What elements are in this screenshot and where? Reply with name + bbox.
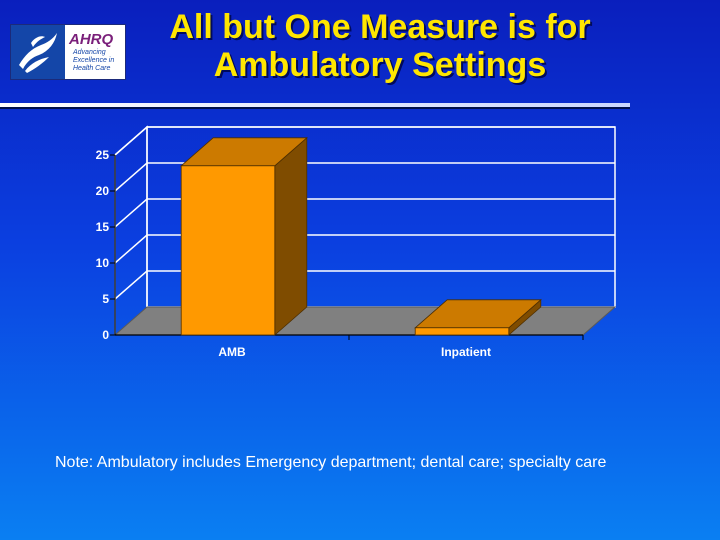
title-underline — [0, 103, 630, 107]
side-wall — [114, 125, 148, 335]
slide-title-line-2: Ambulatory Settings — [213, 46, 547, 84]
gridline-15 — [114, 198, 615, 228]
gridline-5 — [114, 270, 615, 300]
y-tick-label: 15 — [96, 220, 110, 234]
footnote: Note: Ambulatory includes Emergency depa… — [55, 454, 607, 471]
ahrq-tagline: Advancing Excellence in Health Care — [73, 49, 114, 73]
chart-bars — [180, 136, 542, 336]
chart-tick-labels: 0 5 10 15 20 25 — [96, 148, 110, 342]
gridline-25 — [114, 126, 615, 156]
bar-side-AMB — [274, 136, 308, 336]
bar-AMB — [180, 165, 276, 336]
category-label: Inpatient — [441, 345, 491, 359]
chart-gridlines — [114, 126, 615, 300]
ahrq-tagline-1: Advancing — [73, 49, 106, 56]
y-tick-label: 0 — [102, 328, 109, 342]
slide-title-line-1: All but One Measure is for — [169, 8, 591, 46]
bar-Inpatient — [414, 327, 510, 336]
y-tick-label: 5 — [102, 292, 109, 306]
ahrq-mark: AHRQ Advancing Excellence in Health Care — [65, 25, 125, 79]
ahrq-tagline-3: Health Care — [73, 65, 111, 72]
category-label: AMB — [218, 345, 246, 359]
gridline-20 — [114, 162, 615, 192]
ahrq-logo: AHRQ Advancing Excellence in Health Care — [10, 24, 126, 80]
gridline-10 — [114, 234, 615, 264]
y-tick-label: 10 — [96, 256, 110, 270]
hhs-eagle-icon — [11, 25, 65, 79]
y-tick-label: 20 — [96, 184, 110, 198]
ahrq-mark-text: AHRQ — [69, 31, 114, 48]
slide-title: All but One Measure is for Ambulatory Se… — [130, 8, 630, 84]
chart-category-labels: AMB Inpatient — [218, 345, 491, 359]
ahrq-tagline-2: Excellence in — [73, 57, 115, 64]
y-tick-label: 25 — [96, 148, 110, 162]
